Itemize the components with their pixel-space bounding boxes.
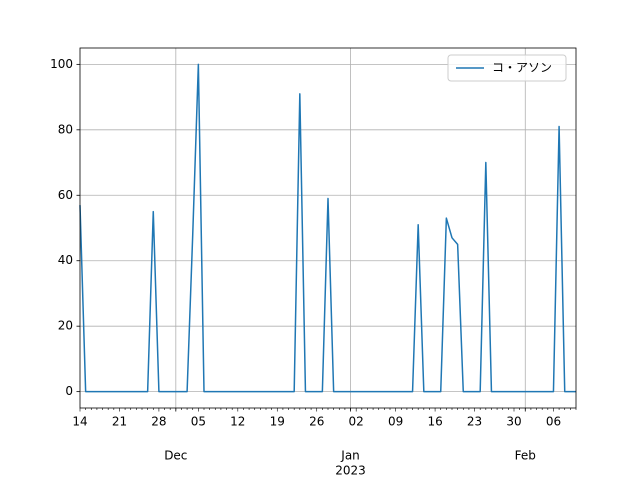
x-month-label: Jan bbox=[340, 449, 360, 463]
x-month-label: Dec bbox=[164, 449, 187, 463]
x-tick-label: 30 bbox=[506, 415, 521, 429]
plot-frame bbox=[79, 47, 577, 409]
legend-label: コ・アソン bbox=[492, 61, 552, 75]
y-tick-label: 60 bbox=[58, 188, 73, 202]
y-tick-label: 40 bbox=[58, 253, 73, 267]
x-tick-label: 23 bbox=[467, 415, 482, 429]
y-tick-label: 100 bbox=[50, 57, 73, 71]
x-tick-label: 16 bbox=[427, 415, 442, 429]
x-tick-label: 14 bbox=[72, 415, 87, 429]
y-tick-label: 20 bbox=[58, 319, 73, 333]
legend-box bbox=[447, 54, 567, 82]
x-year-label: 2023 bbox=[335, 464, 366, 478]
x-tick-label: 02 bbox=[349, 415, 364, 429]
x-month-label: Feb bbox=[515, 449, 536, 463]
line-series bbox=[79, 63, 576, 393]
x-tick-label: 21 bbox=[112, 415, 127, 429]
x-tick-label: 12 bbox=[230, 415, 245, 429]
y-tick-label: 0 bbox=[65, 384, 73, 398]
x-tick-label: 19 bbox=[270, 415, 285, 429]
x-tick-label: 26 bbox=[309, 415, 324, 429]
y-tick-label: 80 bbox=[58, 122, 73, 136]
x-tick-label: 06 bbox=[546, 415, 561, 429]
x-tick-label: 09 bbox=[388, 415, 403, 429]
x-tick-label: 05 bbox=[191, 415, 206, 429]
x-tick-label: 28 bbox=[151, 415, 166, 429]
